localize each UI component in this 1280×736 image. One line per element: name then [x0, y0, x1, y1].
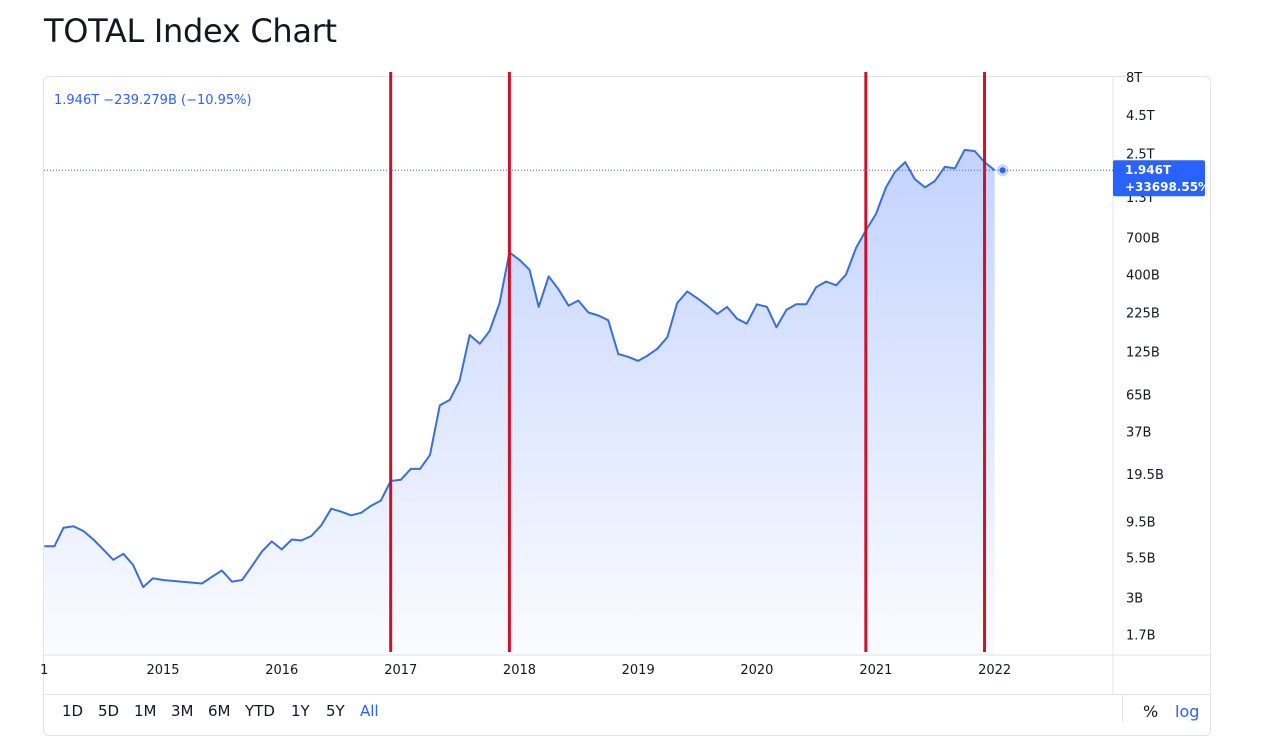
- x-tick-label: 2019: [622, 663, 655, 678]
- y-tick-label: 125B: [1126, 345, 1160, 360]
- timeframe-ytd[interactable]: YTD: [245, 702, 275, 720]
- timeframe-1d[interactable]: 1D: [62, 702, 84, 720]
- y-tick-label: 1.7B: [1126, 629, 1156, 644]
- y-tick-label: 19.5B: [1126, 468, 1164, 483]
- x-tick-label: 2018: [503, 663, 536, 678]
- y-tick-label: 4.5T: [1126, 109, 1155, 124]
- timeframe-toolbar: 1D 5D 1M 3M 6M YTD 1Y 5Y All % log: [44, 694, 1210, 722]
- chart-legend: 1.946T −239.279B (−10.95%): [54, 93, 252, 108]
- last-price-badge: 1.946T +33698.55%: [1113, 160, 1210, 197]
- last-price-value: 1.946T: [1125, 163, 1172, 177]
- percent-scale-button[interactable]: %: [1143, 702, 1159, 721]
- series-area: [44, 149, 995, 655]
- x-tick-label: 2021: [859, 663, 892, 678]
- y-tick-label: 9.5B: [1126, 515, 1156, 530]
- timeframe-3m[interactable]: 3M: [171, 702, 194, 720]
- timeframe-1y[interactable]: 1Y: [291, 702, 310, 720]
- x-tick-label: 2015: [146, 663, 179, 678]
- y-tick-label: 400B: [1126, 269, 1160, 284]
- y-tick-label: 700B: [1126, 232, 1160, 247]
- y-tick-label: 5.5B: [1126, 551, 1156, 566]
- last-price-badge-bg: [1113, 160, 1205, 197]
- x-tick-label: 2020: [740, 663, 773, 678]
- last-point: [999, 167, 1006, 174]
- x-tick-label: 2022: [978, 663, 1011, 678]
- timeframe-6m[interactable]: 6M: [208, 702, 231, 720]
- last-price-change: +33698.55%: [1125, 180, 1210, 194]
- timeframe-5d[interactable]: 5D: [98, 702, 120, 720]
- toolbar-divider: [1122, 695, 1123, 722]
- y-tick-label: 65B: [1126, 388, 1151, 403]
- series-line: [44, 148, 996, 589]
- x-tick-label: 2016: [265, 663, 298, 678]
- y-tick-label: 8T: [1126, 71, 1142, 86]
- x-tick-label: 2017: [384, 663, 417, 678]
- timeframe-all[interactable]: All: [360, 702, 379, 720]
- log-scale-button[interactable]: log: [1175, 702, 1200, 721]
- x-tick-label: 1: [40, 663, 48, 678]
- y-tick-label: 37B: [1126, 426, 1151, 441]
- timeframe-5y[interactable]: 5Y: [326, 702, 345, 720]
- y-tick-label: 2.5T: [1126, 148, 1155, 163]
- chart-svg[interactable]: 8T4.5T2.5T1.3T700B400B225B125B65B37B19.5…: [0, 0, 1280, 721]
- page-title: TOTAL Index Chart: [44, 12, 337, 50]
- y-tick-label: 3B: [1126, 591, 1143, 606]
- timeframe-1m[interactable]: 1M: [134, 702, 157, 720]
- y-tick-label: 225B: [1126, 307, 1160, 322]
